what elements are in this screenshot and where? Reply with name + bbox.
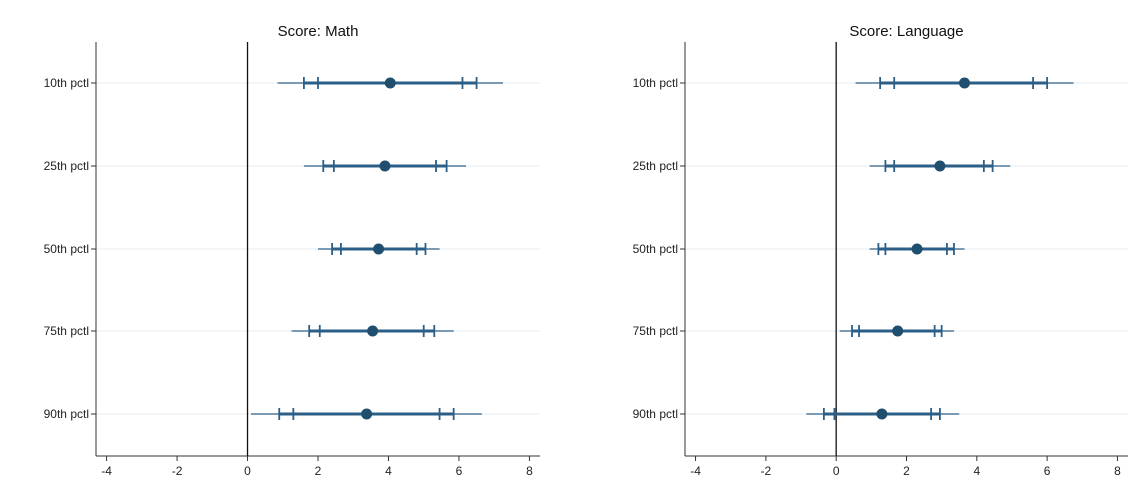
y-tick-label: 25th pctl — [44, 159, 89, 173]
chart-title: Score: Language — [849, 23, 963, 40]
x-tick-label: 8 — [1114, 464, 1121, 478]
x-tick-label: -2 — [172, 464, 183, 478]
y-tick-label: 50th pctl — [44, 242, 89, 256]
point-estimate — [384, 77, 396, 89]
y-tick-label: 90th pctl — [633, 407, 678, 421]
x-tick-label: 6 — [456, 464, 463, 478]
point-estimate — [892, 325, 904, 337]
x-tick-label: 6 — [1044, 464, 1051, 478]
point-estimate — [934, 160, 946, 172]
x-tick-label: 2 — [315, 464, 322, 478]
point-estimate — [959, 77, 971, 89]
point-estimate — [379, 160, 391, 172]
y-tick-label: 75th pctl — [633, 324, 678, 338]
point-estimate — [367, 325, 379, 337]
y-tick-label: 25th pctl — [633, 159, 678, 173]
point-estimate — [361, 408, 373, 420]
x-tick-label: -4 — [690, 464, 701, 478]
point-estimate — [373, 243, 385, 255]
y-tick-label: 90th pctl — [44, 407, 89, 421]
y-tick-label: 10th pctl — [44, 76, 89, 90]
x-tick-label: 4 — [973, 464, 980, 478]
point-estimate — [876, 408, 888, 420]
point-estimate — [911, 243, 923, 255]
y-tick-label: 75th pctl — [44, 324, 89, 338]
x-tick-label: 2 — [903, 464, 910, 478]
y-tick-label: 10th pctl — [633, 76, 678, 90]
x-tick-label: 0 — [833, 464, 840, 478]
chart-title: Score: Math — [278, 23, 359, 40]
x-tick-label: -4 — [101, 464, 112, 478]
x-tick-label: -2 — [761, 464, 772, 478]
chart-panel-2: Score: Language -4 -2 0 2 4 6 8 10th pctl 25th pc… — [633, 23, 1128, 478]
x-tick-label: 8 — [526, 464, 533, 478]
x-tick-label: 0 — [244, 464, 251, 478]
y-tick-label: 50th pctl — [633, 242, 678, 256]
x-tick-label: 4 — [385, 464, 392, 478]
chart-panel-1: Score: Math -4 -2 0 2 4 6 8 10th pctl 25th pctl 50… — [44, 23, 540, 478]
